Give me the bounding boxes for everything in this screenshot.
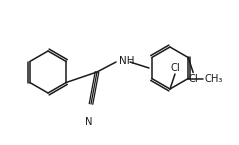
Text: N: N bbox=[85, 117, 93, 127]
Text: NH: NH bbox=[119, 56, 135, 66]
Text: Cl: Cl bbox=[188, 74, 198, 84]
Text: Cl: Cl bbox=[170, 63, 180, 73]
Text: CH₃: CH₃ bbox=[204, 74, 223, 84]
